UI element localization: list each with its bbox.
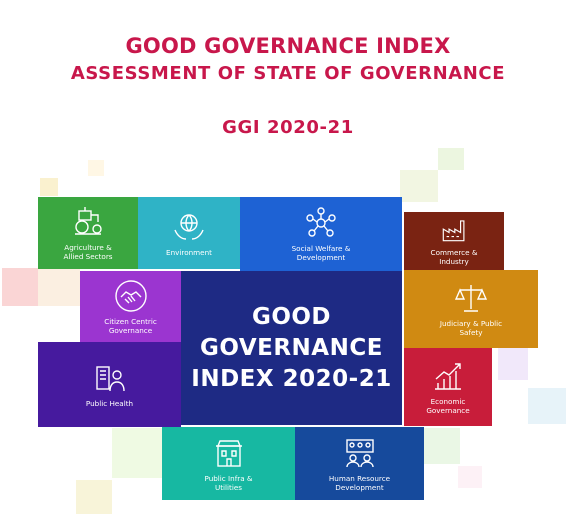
tile-label: Economic Governance — [426, 397, 470, 415]
decor-square — [38, 268, 80, 306]
tile-label: Judiciary & Public Safety — [439, 319, 503, 337]
tile-label: Social Welfare & Development — [291, 244, 351, 262]
decor-square — [76, 480, 112, 514]
decor-square — [88, 160, 104, 176]
globe-hands-icon — [174, 213, 204, 240]
decor-square — [40, 178, 58, 196]
tile-label: Commerce & Industry — [430, 248, 478, 266]
center-title: GOOD GOVERNANCE INDEX 2020-21 — [191, 303, 392, 392]
edition-label: GGI 2020-21 — [222, 117, 354, 138]
building-icon — [215, 439, 242, 467]
tile-label: Agriculture & Allied Sectors — [63, 243, 113, 261]
tile-economic-governance[interactable]: Economic Governance — [404, 348, 492, 426]
health-icon — [95, 366, 125, 392]
handshake-icon — [114, 279, 147, 312]
tile-label: Citizen Centric Governance — [104, 316, 157, 335]
tile-environment[interactable]: Environment — [138, 197, 240, 269]
tile-human-resource-development[interactable]: Human Resource Development — [295, 427, 424, 500]
tile-public-health[interactable]: Public Health — [38, 342, 181, 427]
page-title: GOOD GOVERNANCE INDEX — [125, 34, 451, 58]
page-subtitle: ASSESSMENT OF STATE OF GOVERNANCE — [70, 63, 506, 84]
team-icon — [345, 438, 374, 467]
decor-square — [424, 428, 460, 464]
growth-chart-icon — [435, 363, 461, 390]
tile-citizen-centric-governance[interactable]: Citizen Centric Governance — [80, 271, 181, 342]
tile-agriculture[interactable]: Agriculture & Allied Sectors — [38, 197, 138, 269]
tile-label: Public Infra & Utilities — [204, 473, 253, 492]
decor-square — [528, 388, 566, 424]
social-network-icon — [306, 207, 336, 237]
tile-public-infra-utilities[interactable]: Public Infra & Utilities — [162, 427, 295, 500]
tile-label: Environment — [166, 247, 212, 257]
tile-label: Public Health — [85, 399, 134, 408]
factory-icon — [442, 220, 465, 242]
decor-square — [438, 148, 464, 170]
decor-square — [2, 268, 38, 306]
center-index-panel: GOOD GOVERNANCE INDEX 2020-21 — [181, 271, 402, 425]
tile-label: Human Resource Development — [328, 473, 391, 492]
tile-judiciary-public-safety[interactable]: Judiciary & Public Safety — [404, 270, 538, 348]
decor-square — [112, 428, 164, 478]
decor-square — [400, 170, 438, 202]
decor-square — [458, 466, 482, 488]
tile-commerce-industry[interactable]: Commerce & Industry — [404, 212, 504, 270]
tractor-icon — [75, 207, 102, 235]
tile-social-welfare[interactable]: Social Welfare & Development — [240, 197, 402, 271]
scales-icon — [454, 285, 488, 312]
